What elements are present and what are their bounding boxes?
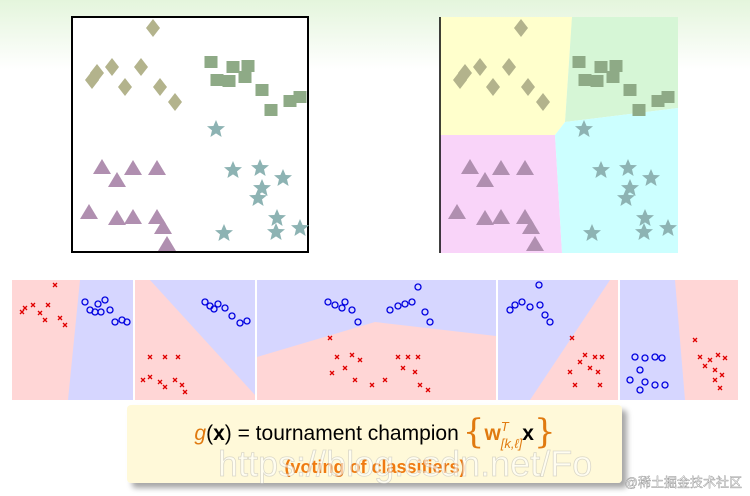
weight: w [483, 422, 501, 445]
square [594, 61, 608, 73]
square [241, 60, 255, 72]
variable: x [213, 422, 225, 445]
brace: { [463, 412, 485, 452]
region [68, 280, 133, 400]
square [255, 84, 269, 96]
square [623, 84, 637, 96]
square [226, 61, 240, 73]
square [572, 56, 586, 68]
square [590, 75, 604, 87]
brace: } [534, 412, 556, 452]
region [498, 280, 610, 400]
square [238, 71, 252, 83]
region [135, 280, 255, 400]
watermark: https://blog.csdn.net/Fo [218, 443, 592, 484]
square [632, 104, 646, 116]
watermark: @稀土掘金技术社区 [625, 475, 742, 490]
square [578, 74, 592, 86]
square [204, 56, 218, 68]
square [609, 60, 623, 72]
pairwise-panels [12, 280, 738, 400]
square [293, 91, 307, 103]
subscript: [k,ℓ] [500, 436, 523, 451]
paren: ( [206, 422, 213, 445]
formula: g(x) = tournament champion {wT [k,ℓ]x} [194, 412, 555, 452]
square [661, 91, 675, 103]
formula-text: ) = tournament champion [225, 422, 459, 445]
formula-box [127, 405, 622, 483]
input: x [522, 422, 534, 445]
square [210, 74, 224, 86]
square [222, 75, 236, 87]
function-name: g [194, 422, 206, 445]
square [264, 104, 278, 116]
region [440, 135, 562, 253]
caption: (voting of classifiers) [284, 457, 465, 477]
superscript: T [501, 419, 510, 434]
region [620, 280, 685, 400]
region [555, 108, 678, 253]
panel-frame [71, 16, 309, 253]
region [257, 280, 496, 357]
square [606, 71, 620, 83]
